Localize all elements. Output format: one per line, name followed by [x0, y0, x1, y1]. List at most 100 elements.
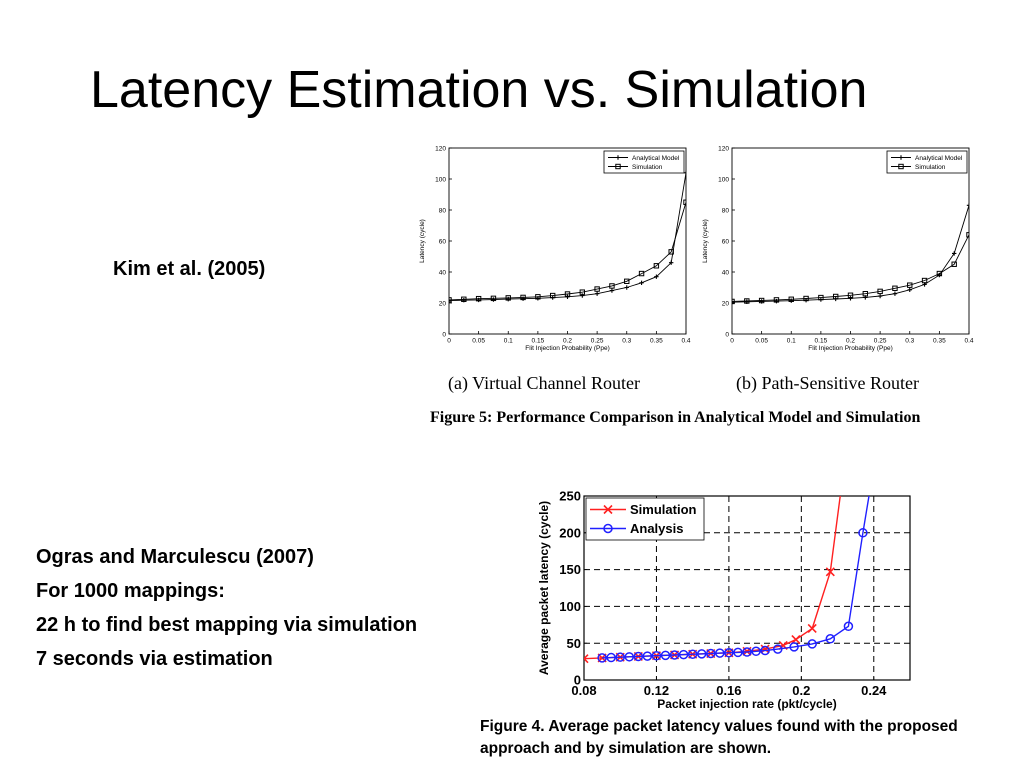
x-tick-label: 0.24 [861, 683, 887, 698]
data-point [638, 270, 645, 277]
data-point [642, 651, 653, 661]
plot-frame [583, 495, 911, 681]
legend-marker [898, 155, 904, 160]
data-point [696, 649, 707, 659]
x-axis-label: Packet injection rate (pkt/cycle) [657, 697, 836, 711]
figure5b-subtitle: (b) Path-Sensitive Router [736, 373, 919, 393]
legend-box [585, 497, 705, 541]
y-axis-label: Latency (cycle) [419, 219, 426, 263]
data-point [449, 297, 452, 303]
x-tick-label: 0.08 [571, 683, 596, 698]
data-point [807, 623, 817, 634]
x-tick-label: 0.35 [933, 338, 946, 345]
data-point [609, 283, 615, 289]
x-tick-label: 0.3 [622, 338, 631, 345]
y-tick-label: 50 [567, 636, 581, 651]
data-point [549, 292, 556, 299]
data-point [773, 297, 780, 303]
data-point [832, 293, 839, 300]
data-point [847, 292, 854, 298]
y-tick-label: 0 [725, 331, 729, 338]
x-tick-label: 0 [447, 338, 451, 345]
data-point [773, 644, 783, 654]
y-tick-label: 20 [722, 300, 730, 307]
data-point [858, 528, 868, 538]
x-tick-label: 0 [730, 338, 734, 345]
data-point [788, 296, 794, 302]
data-point [892, 291, 898, 296]
y-tick-label: 40 [439, 269, 447, 276]
legend-label: Analysis [630, 521, 683, 536]
data-point [653, 263, 660, 269]
data-point [535, 294, 541, 300]
y-tick-label: 250 [559, 489, 581, 504]
data-point [751, 646, 761, 657]
series-line-simulation [449, 202, 686, 301]
y-tick-label: 0 [574, 673, 581, 688]
data-point [803, 295, 809, 302]
x-tick-label: 0.1 [787, 338, 796, 345]
figure4-caption: Figure 4. Average packet latency values … [480, 718, 958, 757]
y-tick-label: 120 [435, 145, 446, 152]
data-point [669, 650, 680, 660]
y-tick-label: 100 [718, 176, 729, 183]
series-group [449, 170, 686, 303]
data-point [732, 298, 735, 305]
y-tick-label: 60 [439, 238, 447, 245]
data-point [825, 634, 836, 644]
x-tick-label: 0.35 [650, 338, 663, 345]
x-axis-label: Flit Injection Probability (Ppe) [808, 345, 893, 352]
data-point [594, 291, 600, 296]
legend-label: Analytical Model [632, 155, 680, 162]
x-tick-label: 0.1 [504, 338, 513, 345]
legend-marker [615, 155, 621, 160]
figure5b-chart: 0 0.05 0.1 0.15 0.2 0.25 0.3 0.35 0.4 0 20 40 60 80 10… [702, 145, 974, 352]
data-point [966, 232, 969, 238]
data-point [744, 298, 750, 304]
data-point [907, 287, 912, 293]
y-tick-label: 40 [722, 269, 730, 276]
series-group [732, 203, 969, 305]
data-point [921, 277, 928, 284]
figure5-caption: Figure 5: Performance Comparison in Anal… [430, 409, 921, 426]
data-point [683, 170, 686, 175]
data-point [758, 297, 765, 304]
data-point [584, 654, 589, 664]
x-tick-label: 0.4 [681, 338, 690, 345]
data-point [609, 288, 615, 293]
data-point [594, 286, 600, 292]
data-point [907, 282, 913, 288]
data-point [951, 251, 957, 256]
legend-marker [603, 504, 613, 515]
page-title: Latency Estimation vs. Simulation [90, 61, 868, 119]
data-point [624, 652, 635, 662]
figure4-chart: 0.08 0.12 0.16 0.2 0.24 0 50 100 150 200 250 Packet… [537, 489, 911, 711]
data-point [490, 295, 497, 302]
data-point [951, 261, 957, 267]
legend-label: Simulation [630, 502, 697, 517]
legend-box [603, 150, 685, 174]
data-point [892, 285, 898, 291]
y-tick-label: 60 [722, 238, 730, 245]
y-tick-label: 150 [559, 562, 581, 577]
y-tick-label: 20 [439, 300, 447, 307]
data-point [877, 293, 883, 299]
y-tick-label: 200 [559, 525, 581, 540]
data-point [818, 294, 824, 301]
legend-marker [603, 523, 613, 534]
x-tick-label: 0.4 [964, 338, 973, 345]
x-tick-label: 0.2 [846, 338, 855, 345]
data-point [825, 567, 835, 577]
x-axis-label: Flit Injection Probability (Ppe) [525, 345, 610, 352]
data-point [461, 296, 467, 302]
series-line-analytical-model [732, 205, 969, 303]
y-tick-label: 100 [559, 599, 581, 614]
data-point [639, 280, 644, 286]
y-tick-label: 0 [442, 331, 446, 338]
figure5a-chart: 0 0.05 0.1 0.15 0.2 0.25 0.3 0.35 0.4 0 20 40 60 80 10… [419, 145, 691, 352]
x-tick-label: 0.05 [472, 338, 485, 345]
ogras-line-2: For 1000 mappings: [36, 580, 225, 602]
data-point [606, 652, 616, 663]
data-point [791, 634, 801, 645]
data-point [668, 249, 674, 255]
